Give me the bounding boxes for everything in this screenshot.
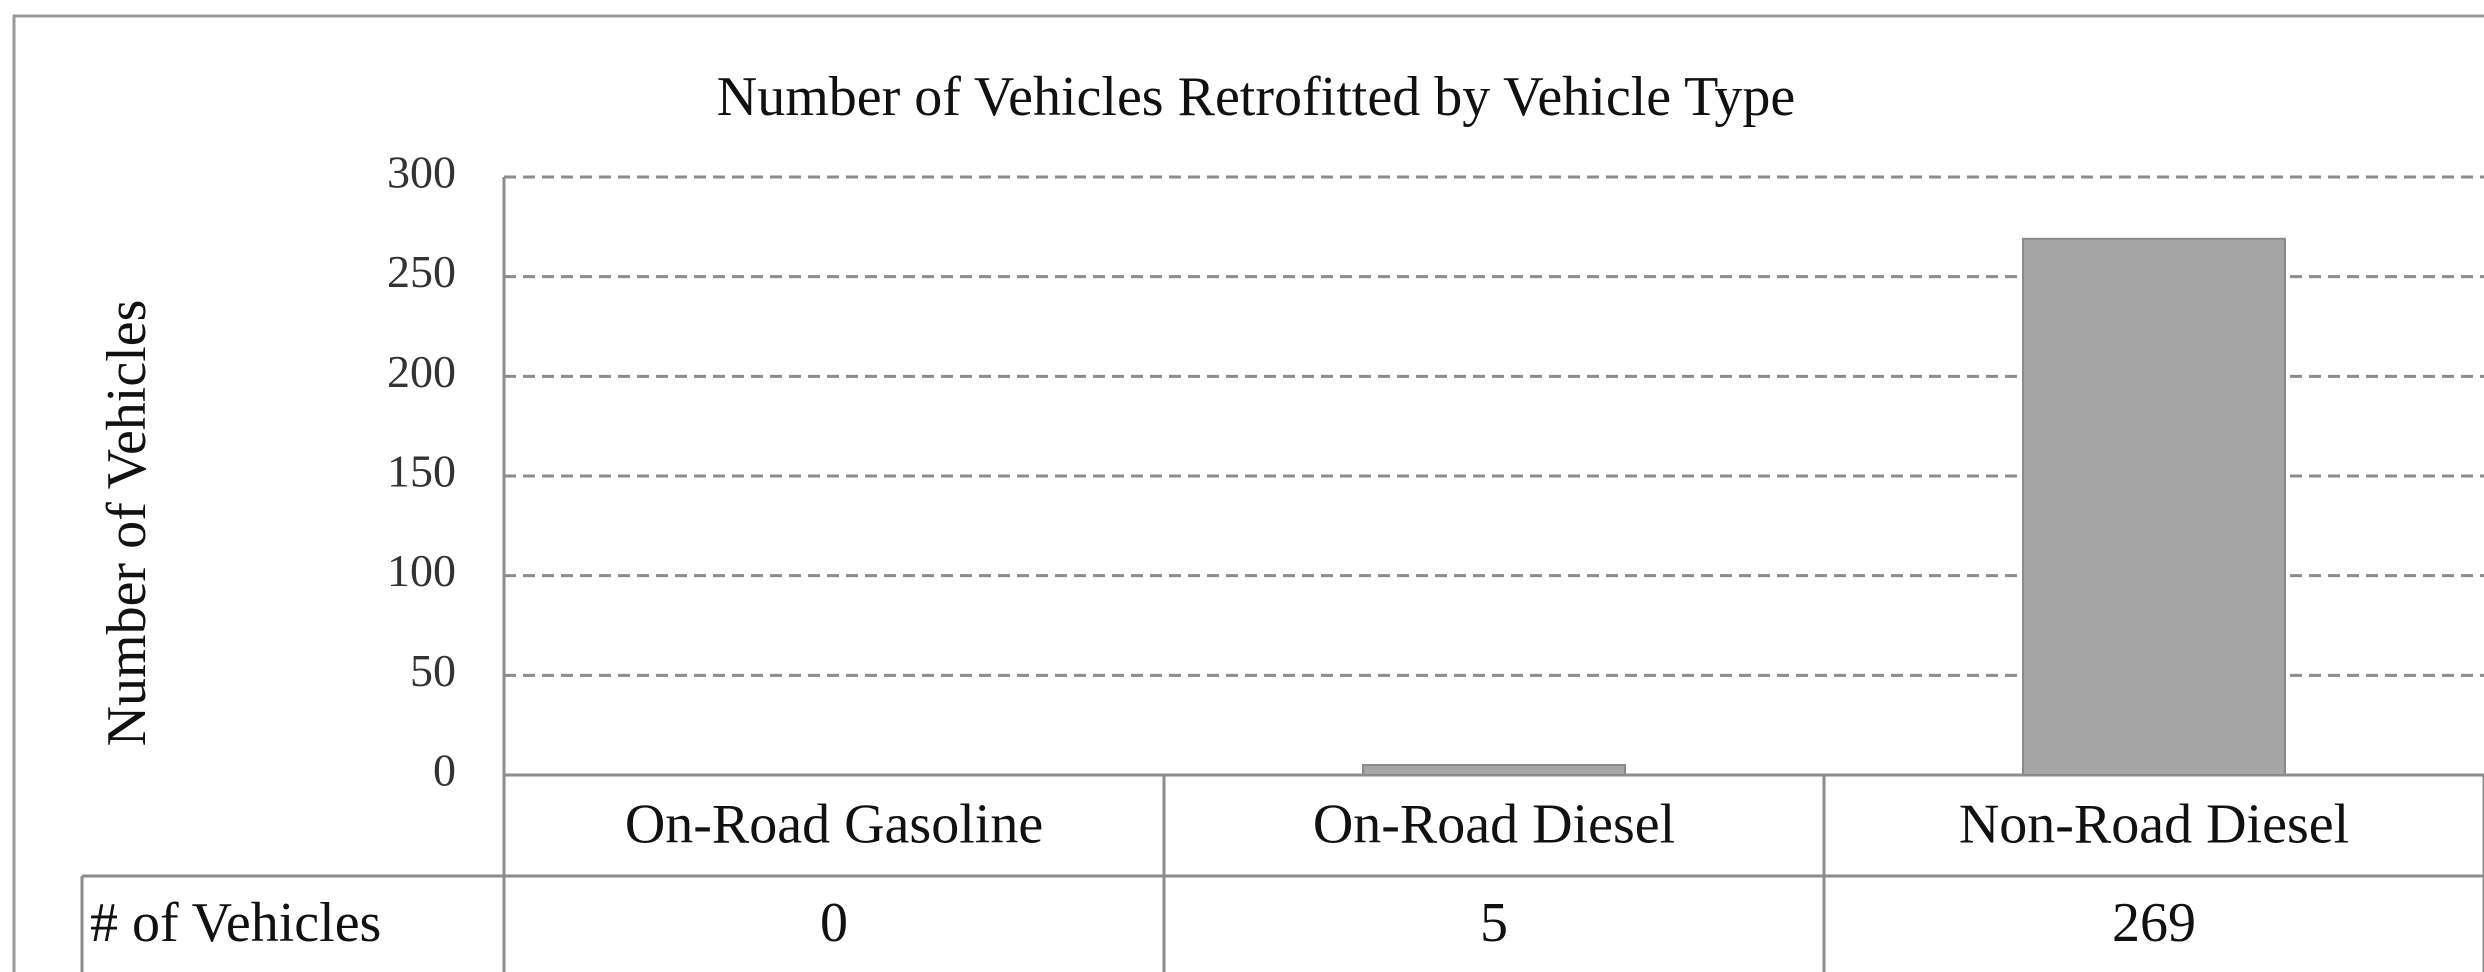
bar xyxy=(2022,237,2286,776)
chart-title: Number of Vehicles Retrofitted by Vehicl… xyxy=(717,66,1796,128)
table-value: 269 xyxy=(2112,892,2196,954)
chart-frame xyxy=(12,14,2484,972)
table-value: 5 xyxy=(1480,892,1508,954)
y-tick-label: 50 xyxy=(410,645,456,696)
table-value: 0 xyxy=(820,892,848,954)
y-tick-label: 300 xyxy=(387,147,456,198)
y-tick-label: 0 xyxy=(433,745,456,796)
x-tick-label: On-Road Gasoline xyxy=(625,793,1043,855)
y-tick-label: 150 xyxy=(387,446,456,497)
y-tick-label: 100 xyxy=(387,545,456,596)
y-tick-label: 200 xyxy=(387,346,456,397)
x-tick-label: On-Road Diesel xyxy=(1313,793,1675,855)
bar xyxy=(1362,764,1626,776)
y-axis-label: Number of Vehicles xyxy=(96,300,158,747)
x-tick-label: Non-Road Diesel xyxy=(1959,793,2349,855)
y-tick-label: 250 xyxy=(387,246,456,297)
table-row-label: # of Vehicles xyxy=(90,892,381,954)
